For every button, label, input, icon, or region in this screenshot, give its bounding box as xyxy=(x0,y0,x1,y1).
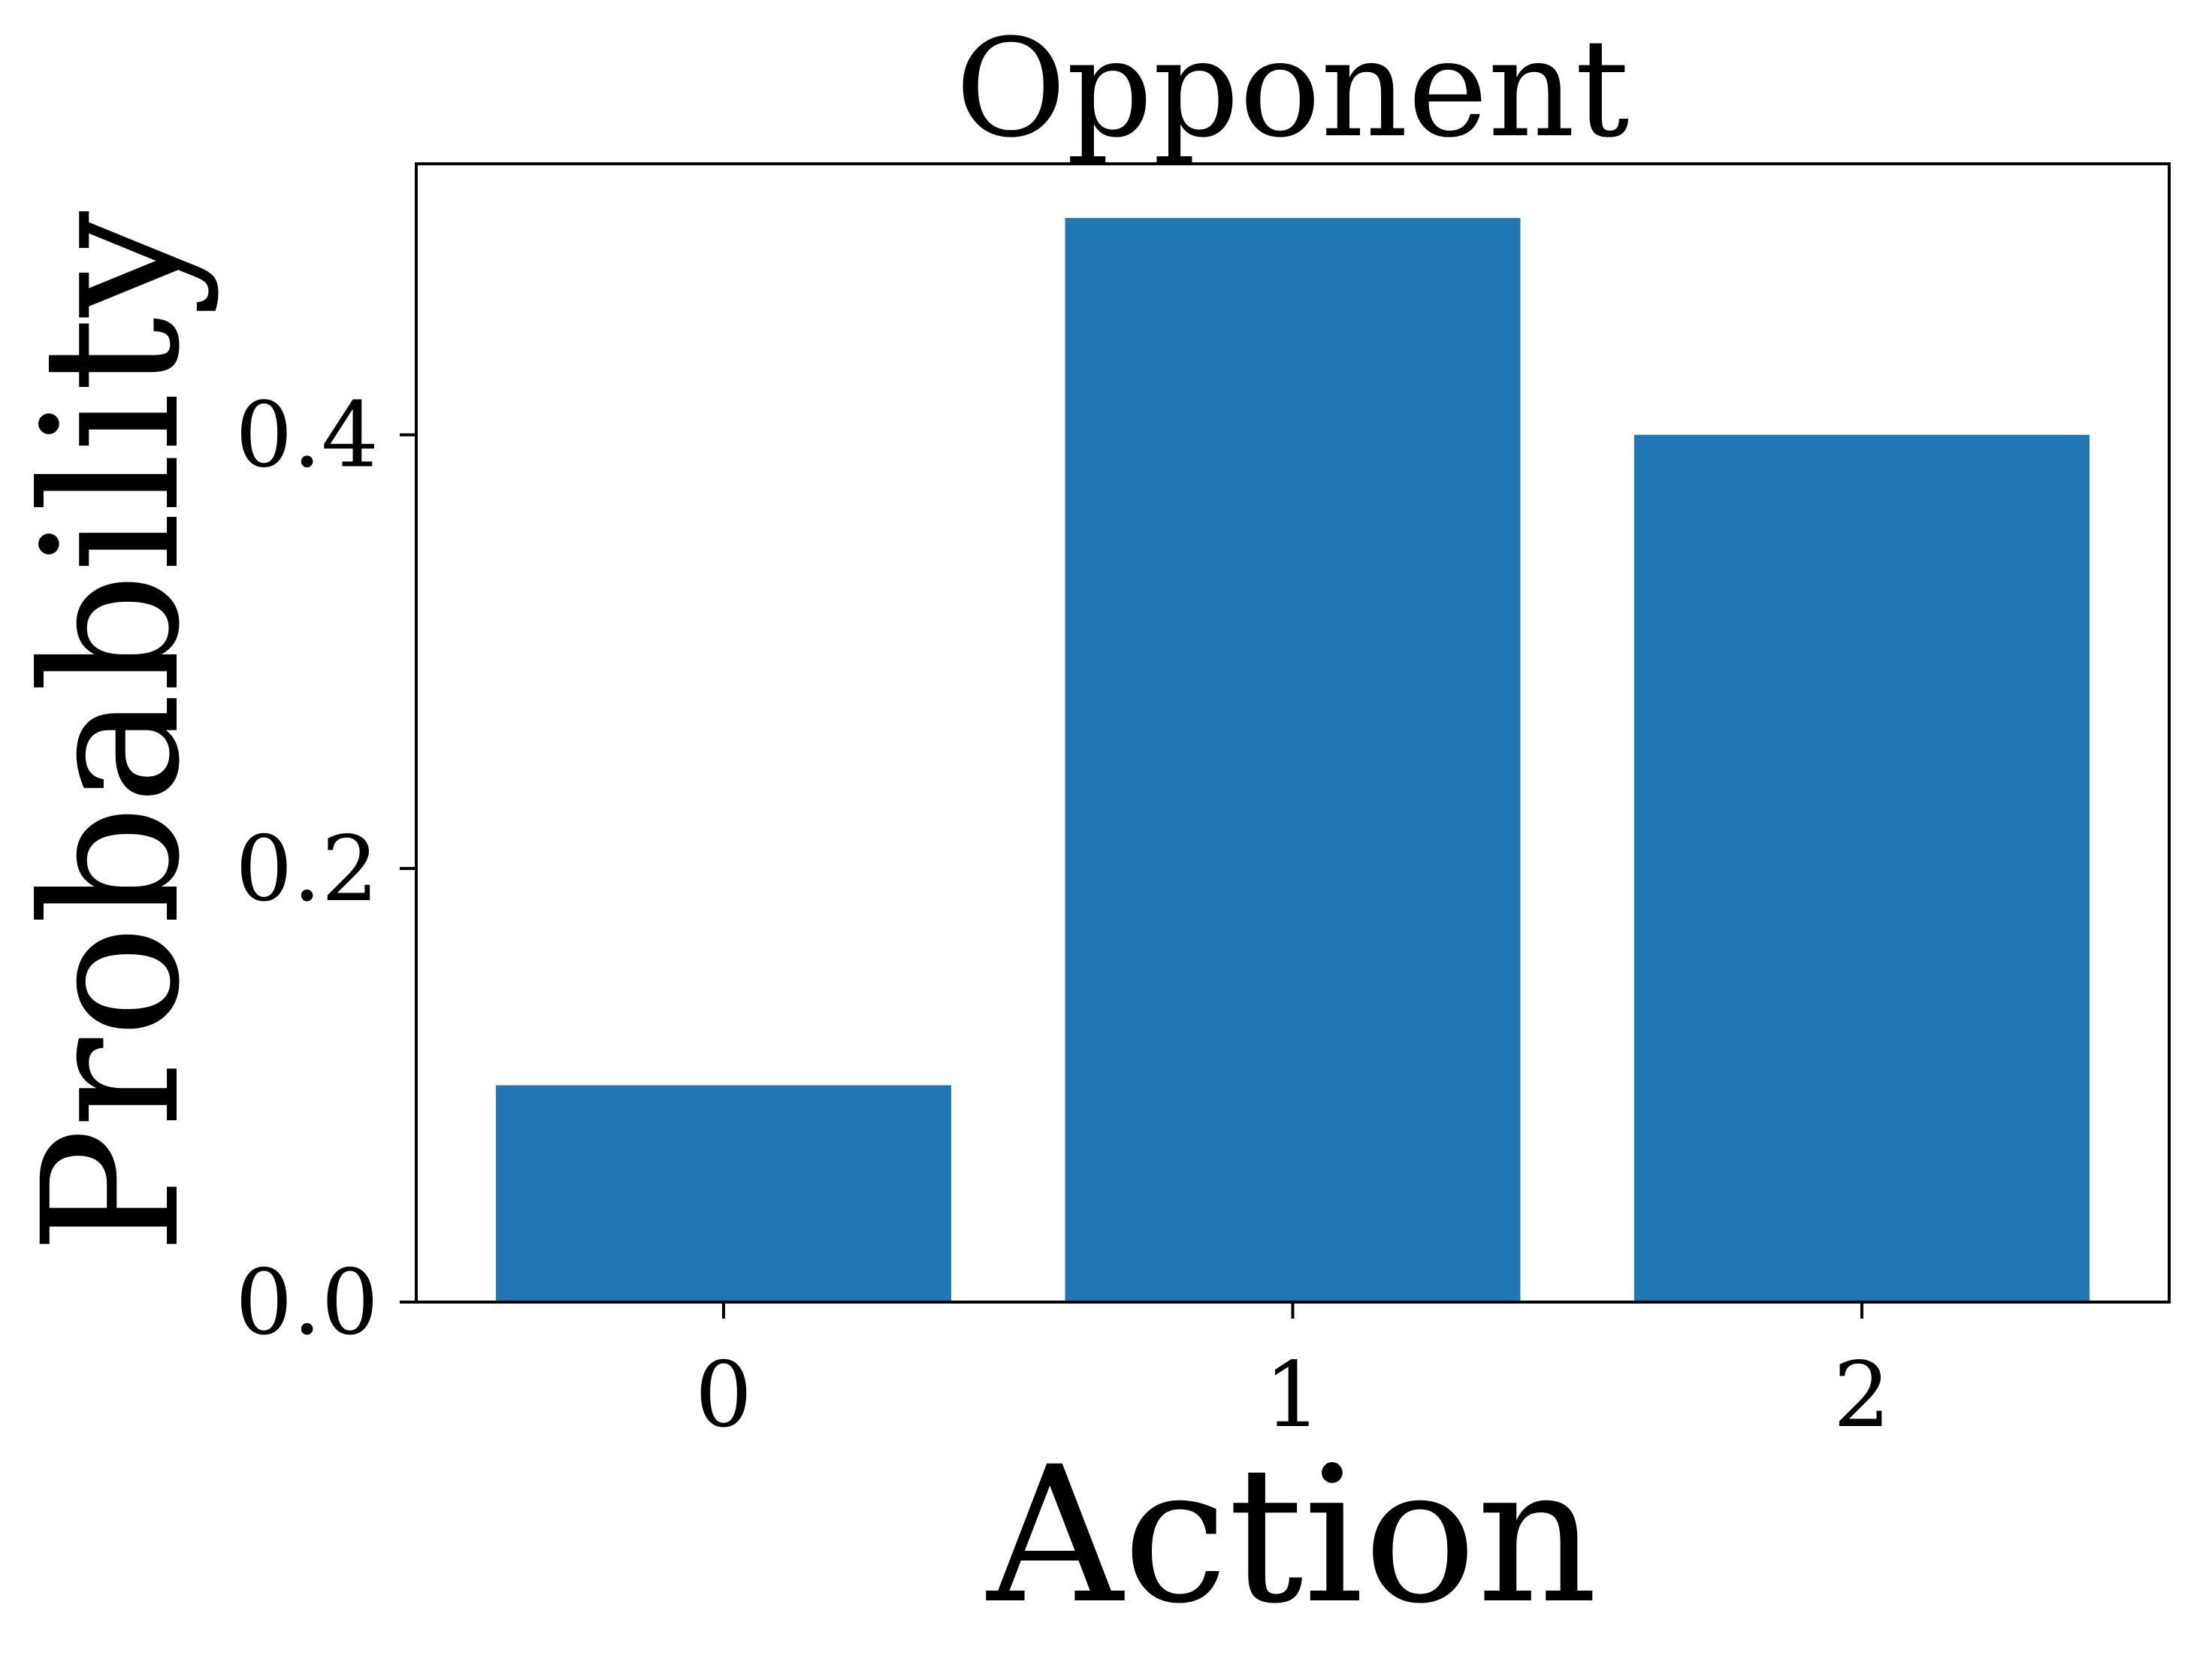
chart-title: Opponent xyxy=(955,11,1629,168)
x-tick-label: 0 xyxy=(695,1343,752,1448)
bar-0 xyxy=(496,1085,952,1302)
bar-2 xyxy=(1633,434,2090,1302)
y-tick-label: 0.2 xyxy=(235,817,379,922)
x-tick-label: 2 xyxy=(1833,1343,1890,1448)
y-tick-label: 0.4 xyxy=(235,384,379,488)
x-axis-ticks: 0 1 2 xyxy=(695,1302,1890,1448)
bars-group xyxy=(496,218,2090,1303)
y-axis-label: Probability xyxy=(2,211,221,1255)
x-axis-label: Action xyxy=(986,1426,1598,1645)
bar-1 xyxy=(1065,218,1521,1303)
y-axis-ticks: 0.0 0.2 0.4 xyxy=(235,384,416,1355)
y-tick-label: 0.0 xyxy=(235,1251,379,1355)
x-tick-label: 1 xyxy=(1264,1343,1321,1448)
